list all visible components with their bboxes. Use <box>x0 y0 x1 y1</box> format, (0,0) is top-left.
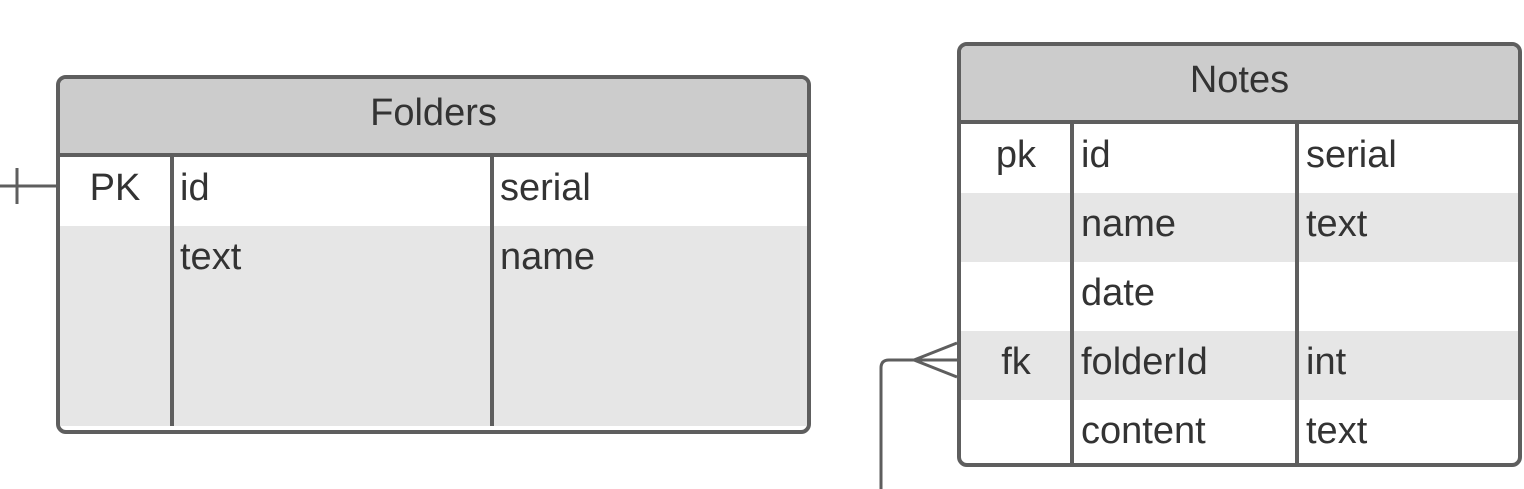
relationship-line[interactable] <box>879 341 958 489</box>
entity-folders[interactable]: Folders PK id serial text name <box>56 75 811 434</box>
folders-row-type: serial <box>500 167 591 209</box>
notes-row-type: serial <box>1306 134 1397 176</box>
crowfoot-prong-upper <box>913 341 958 362</box>
entity-notes[interactable]: Notes pk id serial name text date fk fol… <box>957 42 1522 467</box>
entity-folders-title: Folders <box>60 79 807 157</box>
folders-row-type: name <box>500 236 596 278</box>
folders-row-key: PK <box>89 167 141 209</box>
notes-row-key: fk <box>1001 341 1031 383</box>
notes-row-field: folderId <box>1081 341 1208 383</box>
entity-folders-body: PK id serial text name <box>60 157 807 426</box>
notes-column-divider <box>1070 124 1074 463</box>
notes-row-folderid[interactable]: fk folderId int <box>961 331 1518 400</box>
crowfoot-prong-lower <box>913 358 958 379</box>
notes-row-name[interactable]: name text <box>961 193 1518 262</box>
entity-notes-body: pk id serial name text date fk folderId … <box>961 124 1518 463</box>
notes-row-date[interactable]: date <box>961 262 1518 331</box>
notes-row-type: text <box>1306 203 1368 245</box>
notes-row-field: date <box>1081 272 1155 314</box>
notes-row-field: content <box>1081 410 1206 452</box>
notes-row-id[interactable]: pk id serial <box>961 124 1518 193</box>
notes-link-line <box>879 358 957 489</box>
folders-column-divider <box>490 157 494 426</box>
one-cardinality-marker <box>0 168 56 204</box>
folders-row-field: text <box>180 236 242 278</box>
notes-row-key: pk <box>995 134 1037 176</box>
notes-row-field: id <box>1081 134 1111 176</box>
notes-row-field: name <box>1081 203 1177 245</box>
folders-row-field: id <box>180 167 210 209</box>
folders-row-id[interactable]: PK id serial <box>60 157 807 226</box>
notes-row-content[interactable]: content text <box>961 400 1518 463</box>
folders-row-text[interactable]: text name <box>60 226 807 426</box>
notes-column-divider <box>1295 124 1299 463</box>
entity-notes-title: Notes <box>961 46 1518 124</box>
folders-column-divider <box>170 157 174 426</box>
notes-row-type: text <box>1306 410 1368 452</box>
notes-row-type: int <box>1306 341 1347 383</box>
